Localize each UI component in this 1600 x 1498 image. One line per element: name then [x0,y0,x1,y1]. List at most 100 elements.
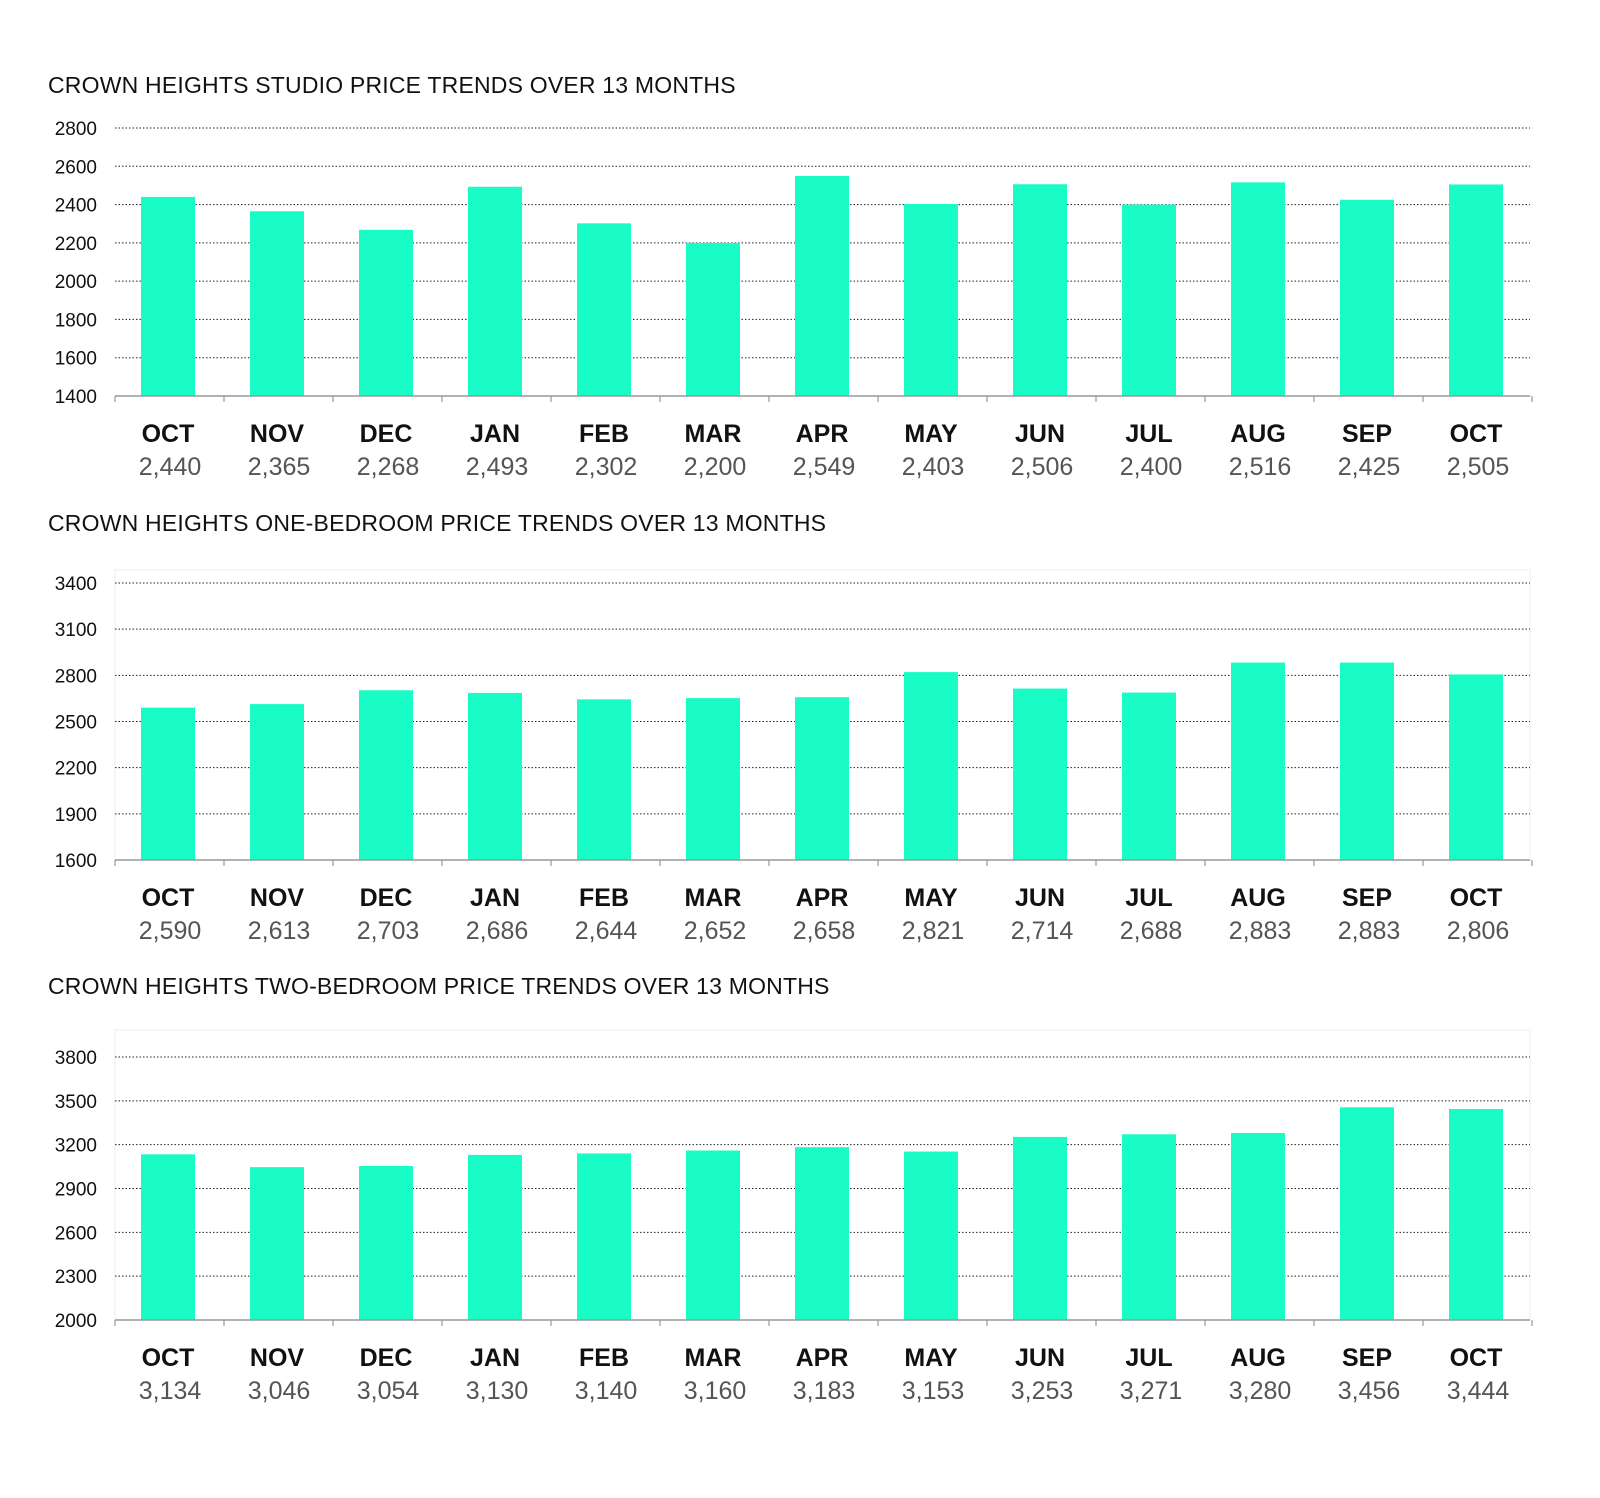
category-label: MAR [685,420,742,448]
bar [468,692,522,860]
bar [1340,199,1394,396]
category-label: SEP [1342,420,1392,448]
bar [795,1147,849,1320]
bar [1231,182,1285,396]
chart-title: CROWN HEIGHTS ONE-BEDROOM PRICE TRENDS O… [48,510,827,536]
data-label: 3,280 [1229,1377,1292,1405]
bar [141,707,195,860]
category-label: OCT [1450,1344,1503,1372]
data-label: 3,160 [684,1377,747,1405]
category-label: APR [796,420,849,448]
bar [686,698,740,860]
category-label: JUN [1015,884,1065,912]
data-label: 2,400 [1120,453,1183,481]
bar [1231,1132,1285,1320]
data-label: 3,130 [466,1377,529,1405]
category-label: OCT [142,1344,195,1372]
data-label: 2,688 [1120,917,1183,945]
data-label: 2,506 [1011,453,1074,481]
category-label: FEB [579,1344,629,1372]
y-tick-label: 1400 [55,387,97,408]
data-label: 3,271 [1120,1377,1183,1405]
bar [1449,184,1503,396]
bar [250,704,304,860]
category-label: FEB [579,420,629,448]
category-label: JUN [1015,420,1065,448]
y-tick-label: 2500 [55,713,97,734]
bar [1340,1107,1394,1320]
y-tick-label: 1600 [55,349,97,370]
category-label: DEC [360,420,413,448]
y-tick-label: 3400 [55,574,97,595]
bar [1013,688,1067,860]
category-label: FEB [579,884,629,912]
data-label: 2,686 [466,917,529,945]
y-tick-label: 2200 [55,234,97,255]
data-label: 3,253 [1011,1377,1074,1405]
category-label: AUG [1230,420,1286,448]
data-label: 2,516 [1229,453,1292,481]
data-label: 2,883 [1229,917,1292,945]
bar [577,1153,631,1320]
y-tick-label: 2800 [55,119,97,140]
data-label: 2,644 [575,917,638,945]
category-label: JAN [470,1344,520,1372]
data-label: 2,493 [466,453,529,481]
category-label: JUL [1125,884,1172,912]
data-label: 3,046 [248,1377,311,1405]
category-label: NOV [250,1344,305,1372]
category-label: OCT [1450,420,1503,448]
bar [577,223,631,396]
category-label: SEP [1342,884,1392,912]
category-label: MAY [904,884,958,912]
data-label: 2,200 [684,453,747,481]
bar [359,1165,413,1320]
bar [904,672,958,860]
category-label: OCT [142,420,195,448]
y-tick-label: 3800 [55,1048,97,1069]
category-label: JUN [1015,1344,1065,1372]
data-label: 2,714 [1011,917,1074,945]
data-label: 2,703 [357,917,420,945]
data-label: 2,440 [139,453,202,481]
bar [359,229,413,396]
data-label: 3,183 [793,1377,856,1405]
data-label: 3,054 [357,1377,420,1405]
y-tick-label: 1800 [55,310,97,331]
category-label: SEP [1342,1344,1392,1372]
y-tick-label: 2600 [55,157,97,178]
y-tick-label: 2900 [55,1180,97,1201]
category-label: JAN [470,884,520,912]
y-tick-label: 2300 [55,1267,97,1288]
category-label: OCT [1450,884,1503,912]
bar [686,242,740,396]
category-label: DEC [360,1344,413,1372]
y-tick-label: 2200 [55,759,97,780]
category-label: MAR [685,1344,742,1372]
data-label: 2,425 [1338,453,1401,481]
category-label: AUG [1230,1344,1286,1372]
category-label: NOV [250,884,305,912]
data-label: 2,549 [793,453,856,481]
data-label: 2,613 [248,917,311,945]
bar [1449,1109,1503,1320]
category-label: MAY [904,1344,958,1372]
category-label: JUL [1125,420,1172,448]
bar [1231,662,1285,860]
data-label: 2,590 [139,917,202,945]
bar [250,1167,304,1320]
bar [1013,184,1067,396]
y-tick-label: 3500 [55,1092,97,1113]
data-label: 2,505 [1447,453,1510,481]
y-tick-label: 3100 [55,620,97,641]
data-label: 2,652 [684,917,747,945]
bar [795,697,849,860]
bar [468,1154,522,1320]
bar [1340,662,1394,860]
y-tick-label: 2600 [55,1223,97,1244]
y-tick-label: 2000 [55,1311,97,1332]
data-label: 2,806 [1447,917,1510,945]
category-label: OCT [142,884,195,912]
chart-title: CROWN HEIGHTS STUDIO PRICE TRENDS OVER 1… [48,72,736,98]
y-tick-label: 2000 [55,272,97,293]
